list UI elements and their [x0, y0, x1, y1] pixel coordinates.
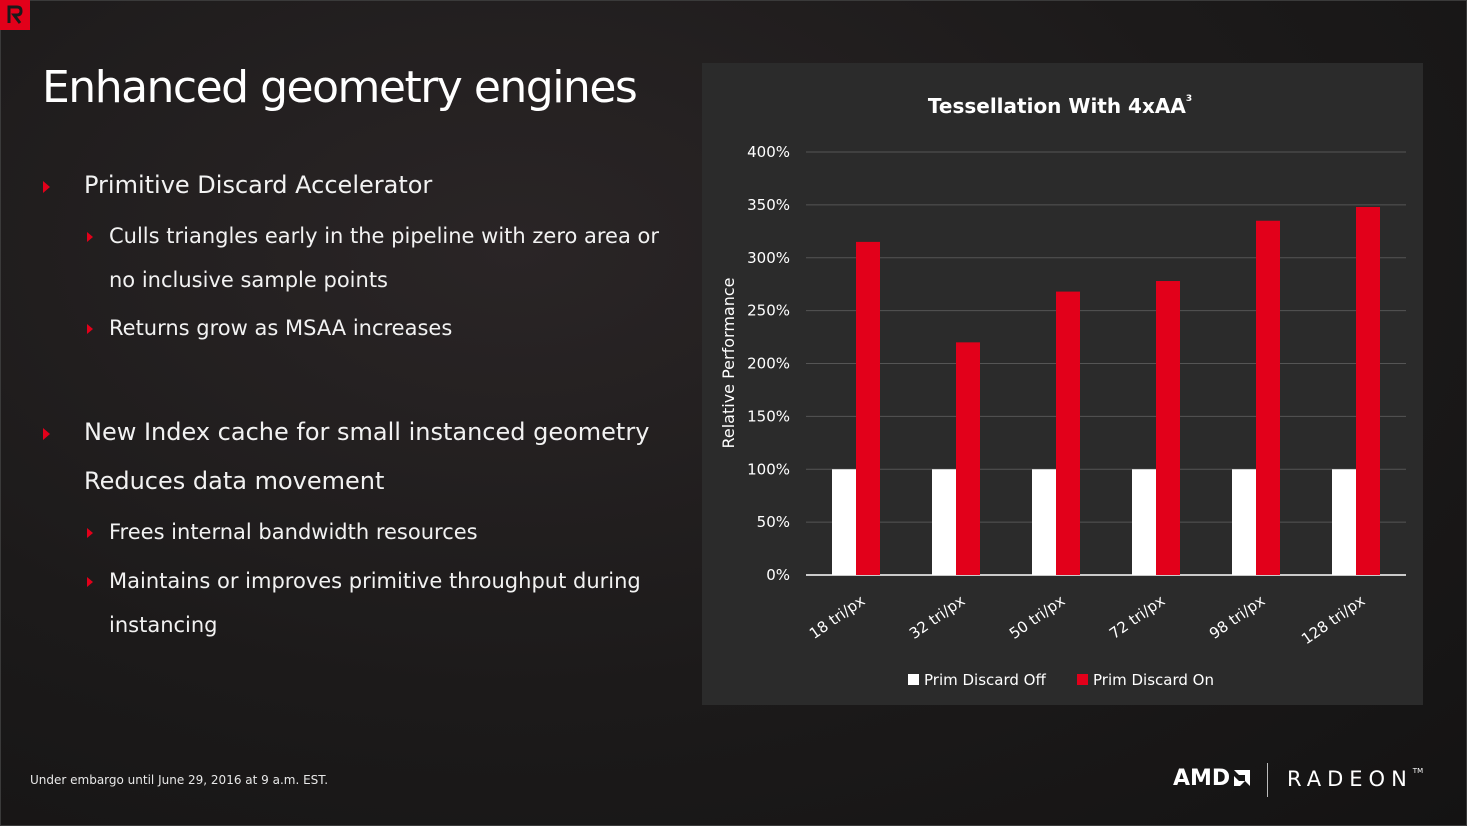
bar-prim-discard-off [1232, 469, 1256, 575]
y-tick-label: 250% [747, 302, 790, 320]
bar-prim-discard-on [1356, 206, 1380, 576]
bullet-arrow-icon [43, 181, 50, 193]
legend-swatch [908, 674, 919, 685]
x-tick-label: 32 tri/px [906, 591, 968, 642]
bar-prim-discard-on [856, 241, 880, 575]
amd-arrow-icon [1234, 770, 1251, 786]
bullet-frees-bandwidth: Frees internal bandwidth resources [109, 520, 478, 544]
page-title: Enhanced geometry engines [42, 62, 638, 113]
bullet-arrow-icon [87, 232, 93, 242]
bullet-maintains-throughput: Maintains or improves primitive throughp… [109, 569, 641, 593]
legend-label: Prim Discard Off [924, 671, 1046, 689]
y-tick-label: 150% [747, 407, 790, 425]
bar-prim-discard-on [1056, 291, 1080, 575]
y-tick-label: 0% [766, 566, 790, 584]
x-tick-label: 18 tri/px [806, 591, 868, 642]
legend-swatch [1077, 674, 1088, 685]
bar-prim-discard-on [956, 342, 980, 575]
r-logo-icon [7, 5, 23, 24]
y-tick-label: 50% [757, 513, 790, 531]
bullet-index-cache: New Index cache for small instanced geom… [84, 418, 650, 446]
chart-title-superscript: 3 [1186, 94, 1192, 104]
y-tick-label: 100% [747, 460, 790, 478]
y-tick-label: 200% [747, 355, 790, 373]
chart-title-text: Tessellation With 4xAA [928, 94, 1186, 118]
bullet-arrow-icon [43, 428, 50, 440]
bullet-reduces-data: Reduces data movement [84, 467, 385, 495]
bullet-maintains-throughput-cont: instancing [109, 613, 218, 637]
bullet-arrow-icon [87, 528, 93, 538]
bullet-culls-triangles-cont: no inclusive sample points [109, 268, 388, 292]
y-axis-label: Relative Performance [719, 278, 738, 449]
x-tick-label: 98 tri/px [1206, 591, 1268, 642]
chart-title: Tessellation With 4xAA3 [928, 94, 1192, 118]
bar-prim-discard-off [832, 469, 856, 575]
x-tick-label: 50 tri/px [1006, 591, 1068, 642]
bar-prim-discard-off [1032, 469, 1056, 575]
y-tick-label: 400% [747, 143, 790, 161]
y-tick-label: 350% [747, 196, 790, 214]
x-tick-label: 128 tri/px [1298, 591, 1368, 648]
bullet-primitive-discard: Primitive Discard Accelerator [84, 171, 433, 199]
radeon-trademark: TM [1412, 767, 1424, 775]
x-tick-label: 72 tri/px [1106, 591, 1168, 642]
bar-prim-discard-off [932, 469, 956, 575]
bullet-arrow-icon [87, 577, 93, 587]
bar-prim-discard-off [1132, 469, 1156, 575]
bar-prim-discard-on [1156, 281, 1180, 575]
radeon-logo: RADEONTM [1287, 767, 1423, 791]
bullet-arrow-icon [87, 324, 93, 334]
bullet-returns-grow: Returns grow as MSAA increases [109, 316, 453, 340]
amd-logo-text: AMD [1173, 766, 1231, 791]
brand-divider [1267, 763, 1268, 797]
bar-prim-discard-off [1332, 469, 1356, 575]
embargo-notice: Under embargo until June 29, 2016 at 9 a… [30, 773, 329, 787]
radeon-r-logo [0, 0, 30, 30]
y-tick-label: 300% [747, 249, 790, 267]
bar-chart: Tessellation With 4xAA3 Relative Perform… [719, 94, 1406, 689]
chart-panel: Tessellation With 4xAA3 Relative Perform… [702, 63, 1423, 705]
bullet-culls-triangles: Culls triangles early in the pipeline wi… [109, 224, 659, 248]
legend-label: Prim Discard On [1093, 671, 1214, 689]
bar-prim-discard-on [1256, 220, 1280, 576]
amd-logo: AMD [1173, 766, 1252, 791]
radeon-logo-text: RADEON [1287, 767, 1413, 791]
